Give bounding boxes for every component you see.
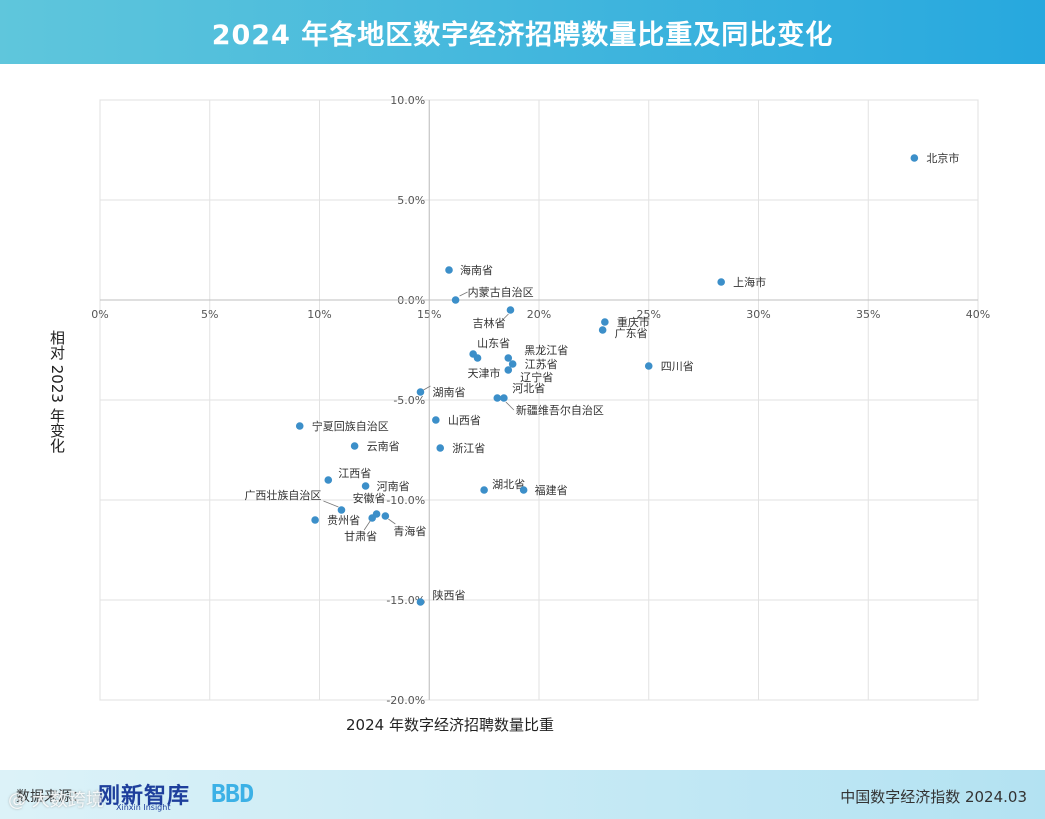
data-point bbox=[508, 360, 517, 368]
data-point bbox=[350, 442, 359, 450]
data-label: 黑龙江省 bbox=[524, 344, 568, 357]
data-label: 青海省 bbox=[393, 524, 426, 538]
x-tick-label: 20% bbox=[527, 308, 551, 321]
data-point bbox=[644, 362, 653, 370]
y-tick-label: -5.0% bbox=[393, 394, 425, 407]
data-label: 宁夏回族自治区 bbox=[312, 419, 389, 433]
data-label: 新疆维吾尔自治区 bbox=[516, 403, 604, 417]
data-point bbox=[324, 476, 333, 484]
data-label: 安徽省 bbox=[353, 491, 386, 505]
data-label: 湖北省 bbox=[492, 478, 525, 491]
data-label: 福建省 bbox=[535, 483, 568, 497]
data-point bbox=[717, 278, 725, 286]
data-point bbox=[311, 516, 319, 524]
x-tick-label: 30% bbox=[746, 308, 770, 321]
data-label: 江西省 bbox=[338, 467, 371, 480]
data-label: 北京市 bbox=[926, 151, 959, 165]
data-point bbox=[381, 512, 390, 520]
data-point bbox=[480, 486, 488, 494]
x-tick-label: 25% bbox=[637, 308, 661, 321]
data-point bbox=[504, 354, 513, 362]
title-bar: 2024 年各地区数字经济招聘数量比重及同比变化 bbox=[0, 0, 1045, 64]
data-label: 辽宁省 bbox=[520, 370, 553, 384]
x-axis-label: 2024 年数字经济招聘数量比重 bbox=[346, 716, 554, 734]
chart-title: 2024 年各地区数字经济招聘数量比重及同比变化 bbox=[211, 19, 834, 51]
footer-bar: 数据来源： 刚新智库 Xinxin Insight BBD 中国数字经济指数 2… bbox=[0, 770, 1045, 819]
leader-line bbox=[388, 518, 396, 525]
data-point bbox=[519, 486, 528, 494]
watermark: @ 大数跨境 bbox=[8, 790, 104, 811]
data-point bbox=[451, 296, 460, 304]
data-point bbox=[506, 306, 515, 314]
data-label: 浙江省 bbox=[452, 442, 485, 455]
data-label: 贵州省 bbox=[327, 514, 360, 527]
data-label: 天津市 bbox=[468, 366, 501, 380]
y-tick-label: -20.0% bbox=[386, 694, 425, 707]
leader-line bbox=[505, 401, 515, 411]
xinxin-logo-subtitle: Xinxin Insight bbox=[116, 803, 171, 812]
data-point bbox=[436, 444, 445, 452]
x-tick-label: 40% bbox=[966, 308, 990, 321]
y-tick-label: -10.0% bbox=[386, 494, 425, 507]
y-tick-label: 10.0% bbox=[390, 94, 425, 107]
leader-line bbox=[323, 500, 339, 508]
bbd-logo: BBD bbox=[211, 779, 254, 808]
data-label: 内蒙古自治区 bbox=[468, 285, 534, 299]
data-point bbox=[500, 394, 508, 402]
data-label: 山西省 bbox=[448, 414, 481, 427]
x-tick-label: 5% bbox=[201, 308, 218, 321]
data-point bbox=[504, 366, 513, 374]
x-tick-label: 35% bbox=[856, 308, 880, 321]
data-point bbox=[910, 154, 919, 162]
data-label: 重庆市 bbox=[617, 315, 650, 329]
data-label: 海南省 bbox=[460, 263, 493, 277]
leader-line bbox=[459, 291, 468, 297]
data-label: 山东省 bbox=[477, 337, 510, 350]
leader-line bbox=[363, 520, 371, 531]
scatter-chart: 0% 5% 10% 15% 20% 25% 30% 35% 40%10.0%5.0%0.0%-5… bbox=[91, 94, 990, 707]
data-label: 江苏省 bbox=[525, 358, 558, 371]
data-point bbox=[416, 388, 425, 396]
data-label: 吉林省 bbox=[472, 316, 505, 330]
data-point bbox=[416, 598, 425, 606]
data-label: 广西壮族自治区 bbox=[244, 488, 321, 502]
data-point bbox=[473, 354, 482, 362]
data-point bbox=[601, 318, 609, 326]
x-tick-label: 10% bbox=[307, 308, 331, 321]
data-point bbox=[295, 422, 304, 430]
data-label: 河北省 bbox=[512, 382, 545, 395]
data-label: 湖南省 bbox=[432, 386, 465, 399]
y-tick-label: 5.0% bbox=[397, 194, 425, 207]
data-label: 河南省 bbox=[377, 480, 410, 493]
data-label: 甘肃省 bbox=[344, 530, 377, 543]
y-axis-label: 相对 2023 年变化 bbox=[48, 330, 66, 453]
y-tick-label: -15.0% bbox=[386, 594, 425, 607]
data-point bbox=[368, 514, 376, 522]
data-label: 四川省 bbox=[661, 360, 694, 373]
data-point bbox=[432, 416, 440, 424]
data-point bbox=[337, 506, 346, 514]
leader-line bbox=[502, 313, 509, 321]
index-label: 中国数字经济指数 2024.03 bbox=[840, 788, 1027, 806]
xinxin-logo: 刚新智库 bbox=[98, 784, 191, 809]
data-point bbox=[445, 266, 453, 274]
data-point bbox=[598, 326, 607, 334]
data-point bbox=[493, 394, 502, 402]
data-point bbox=[361, 482, 370, 490]
data-label: 陕西省 bbox=[432, 588, 465, 602]
leader-line bbox=[423, 385, 431, 391]
data-label: 上海市 bbox=[733, 275, 766, 289]
data-label: 云南省 bbox=[367, 440, 400, 453]
x-tick-label: 0% bbox=[91, 308, 108, 321]
data-label: 广东省 bbox=[615, 327, 648, 340]
source-label: 数据来源： bbox=[16, 789, 86, 805]
